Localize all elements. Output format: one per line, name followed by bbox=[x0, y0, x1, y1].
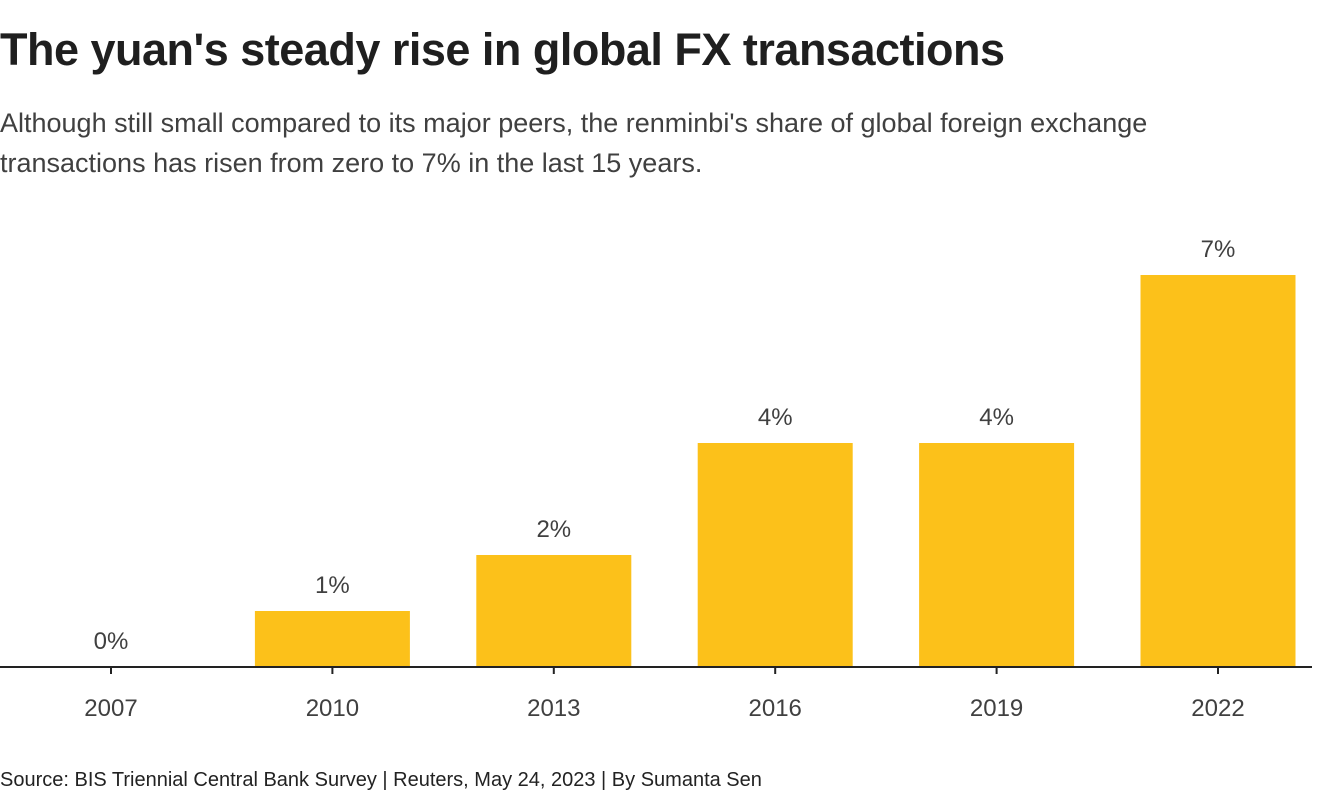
x-tick-label-2019: 2019 bbox=[970, 695, 1023, 722]
x-tick-label-2010: 2010 bbox=[306, 695, 359, 722]
data-label-2016: 4% bbox=[758, 404, 793, 431]
x-tick-label-2013: 2013 bbox=[527, 695, 580, 722]
x-tick-label-2016: 2016 bbox=[749, 695, 802, 722]
data-label-2007: 0% bbox=[94, 628, 129, 655]
source-note: Source: BIS Triennial Central Bank Surve… bbox=[0, 769, 762, 791]
data-label-2013: 2% bbox=[536, 516, 571, 543]
bar-2022 bbox=[1140, 275, 1296, 667]
data-label-2019: 4% bbox=[979, 404, 1014, 431]
x-tick-label-2022: 2022 bbox=[1191, 695, 1244, 722]
chart-subtitle: Although still small compared to its maj… bbox=[0, 108, 1148, 178]
bar-2019 bbox=[919, 443, 1075, 667]
data-label-2010: 1% bbox=[315, 572, 350, 599]
bar-2010 bbox=[254, 611, 410, 667]
bar-2013 bbox=[476, 555, 632, 667]
data-label-2022: 7% bbox=[1201, 236, 1236, 263]
bar-2016 bbox=[697, 443, 853, 667]
x-tick-label-2007: 2007 bbox=[84, 695, 137, 722]
chart-title: The yuan's steady rise in global FX tran… bbox=[0, 24, 1005, 75]
